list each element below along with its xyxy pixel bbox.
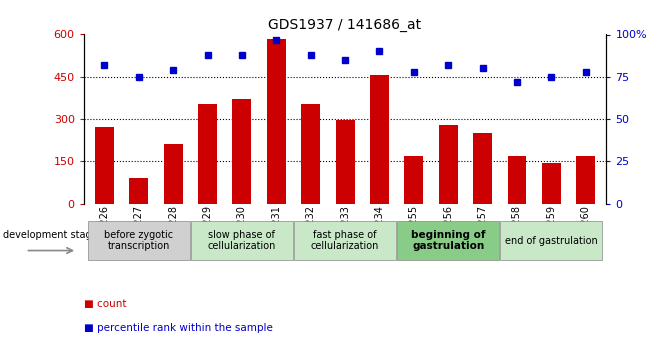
Title: GDS1937 / 141686_at: GDS1937 / 141686_at — [269, 18, 421, 32]
Bar — [507, 156, 527, 204]
Bar — [370, 75, 389, 204]
Text: beginning of
gastrulation: beginning of gastrulation — [411, 230, 486, 252]
Text: end of gastrulation: end of gastrulation — [505, 236, 598, 246]
Bar — [576, 156, 595, 204]
Bar — [267, 39, 285, 204]
Bar — [95, 127, 114, 204]
Text: development stage: development stage — [3, 230, 98, 240]
Bar — [198, 104, 217, 204]
Bar — [439, 125, 458, 204]
Bar — [336, 120, 354, 204]
Text: slow phase of
cellularization: slow phase of cellularization — [208, 230, 276, 252]
Bar — [405, 156, 423, 204]
Text: ■ percentile rank within the sample: ■ percentile rank within the sample — [84, 323, 273, 333]
Bar — [232, 99, 251, 204]
Bar — [473, 133, 492, 204]
Text: before zygotic
transcription: before zygotic transcription — [105, 230, 174, 252]
Bar — [542, 163, 561, 204]
Text: ■ count: ■ count — [84, 299, 126, 308]
Text: fast phase of
cellularization: fast phase of cellularization — [311, 230, 379, 252]
Bar — [302, 104, 320, 204]
Bar — [129, 178, 148, 204]
Bar — [163, 144, 183, 204]
